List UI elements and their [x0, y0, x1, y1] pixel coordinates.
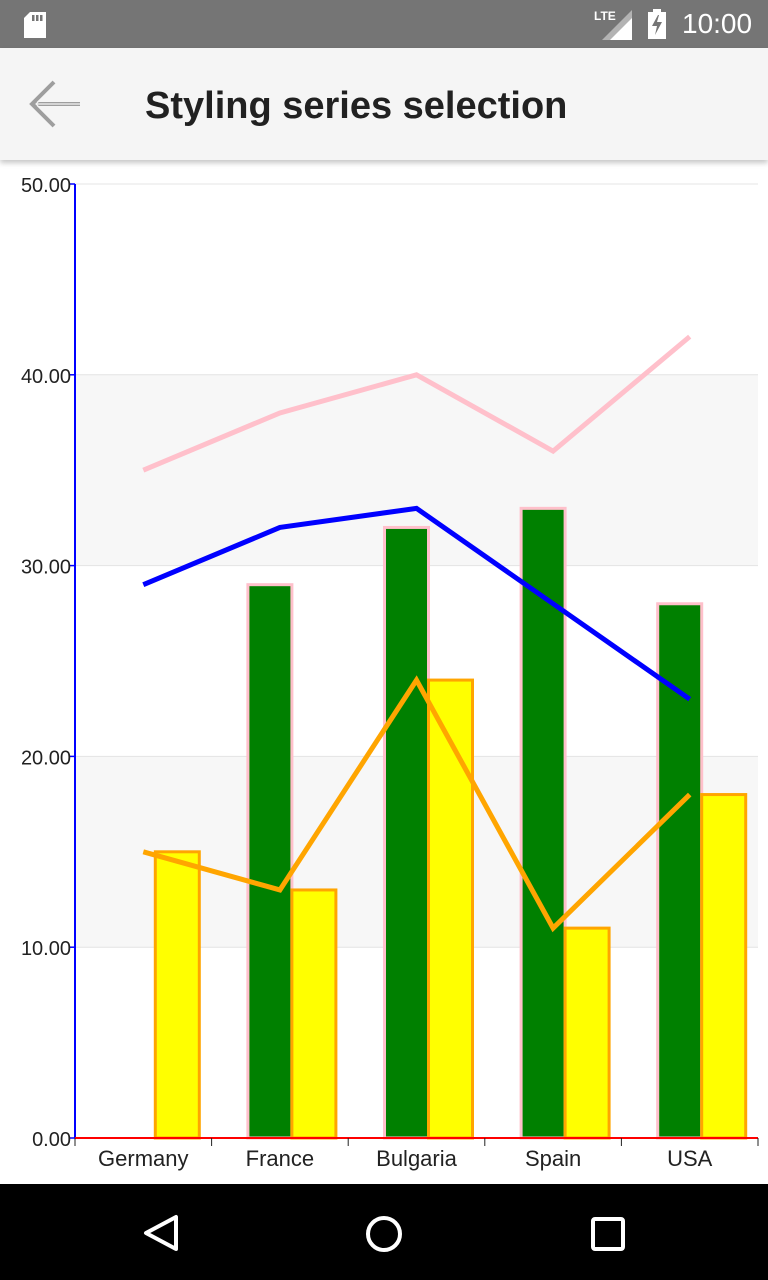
recents-square-icon[interactable] [590, 1216, 626, 1257]
bar-france-series-1 [290, 888, 338, 1140]
y-tick-label: 10.00 [21, 938, 71, 960]
chart-area: 0.00 10.00 20.00 30.00 40.00 50.00 Germany Fran… [0, 160, 768, 1184]
line-series-4 [142, 675, 692, 933]
network-type-label: LTE [594, 9, 616, 23]
status-bar: LTE 10:00 [0, 0, 768, 48]
bar-germany-series-1 [153, 850, 201, 1140]
home-circle-icon[interactable] [364, 1214, 404, 1259]
bar-bulgaria-series-1 [427, 678, 474, 1140]
y-tick-label: 20.00 [21, 747, 71, 769]
navigation-bar [0, 1184, 768, 1280]
y-tick-label: 0.00 [32, 1129, 71, 1151]
status-time: 10:00 [682, 8, 753, 39]
back-triangle-icon[interactable] [142, 1214, 180, 1257]
page-title: Styling series selection [145, 85, 568, 127]
bar-usa-series-1 [700, 793, 748, 1140]
app-bar: Styling series selection [0, 48, 768, 160]
bar-spain-series-0 [519, 506, 567, 1140]
battery-charging-icon [648, 9, 666, 44]
bar-france-series-0 [246, 583, 294, 1140]
line-series-3 [142, 505, 692, 702]
y-tick-label: 40.00 [21, 366, 71, 388]
arrow-left-icon[interactable] [26, 76, 86, 132]
x-tick-label: France [246, 1146, 314, 1171]
y-tick-label: 30.00 [21, 557, 71, 579]
chart[interactable]: 0.00 10.00 20.00 30.00 40.00 50.00 Germany Fran… [0, 160, 768, 1184]
x-tick-label: Germany [98, 1146, 188, 1171]
bar-bulgaria-series-0 [383, 525, 430, 1140]
x-tick-label: Spain [525, 1146, 581, 1171]
y-tick-label: 50.00 [21, 175, 71, 197]
sd-card-icon [24, 12, 48, 43]
bar-spain-series-1 [563, 926, 611, 1140]
x-tick-label: Bulgaria [376, 1146, 457, 1171]
line-series-2 [142, 334, 692, 473]
signal-icon [602, 10, 632, 45]
x-tick-label: USA [667, 1146, 713, 1171]
